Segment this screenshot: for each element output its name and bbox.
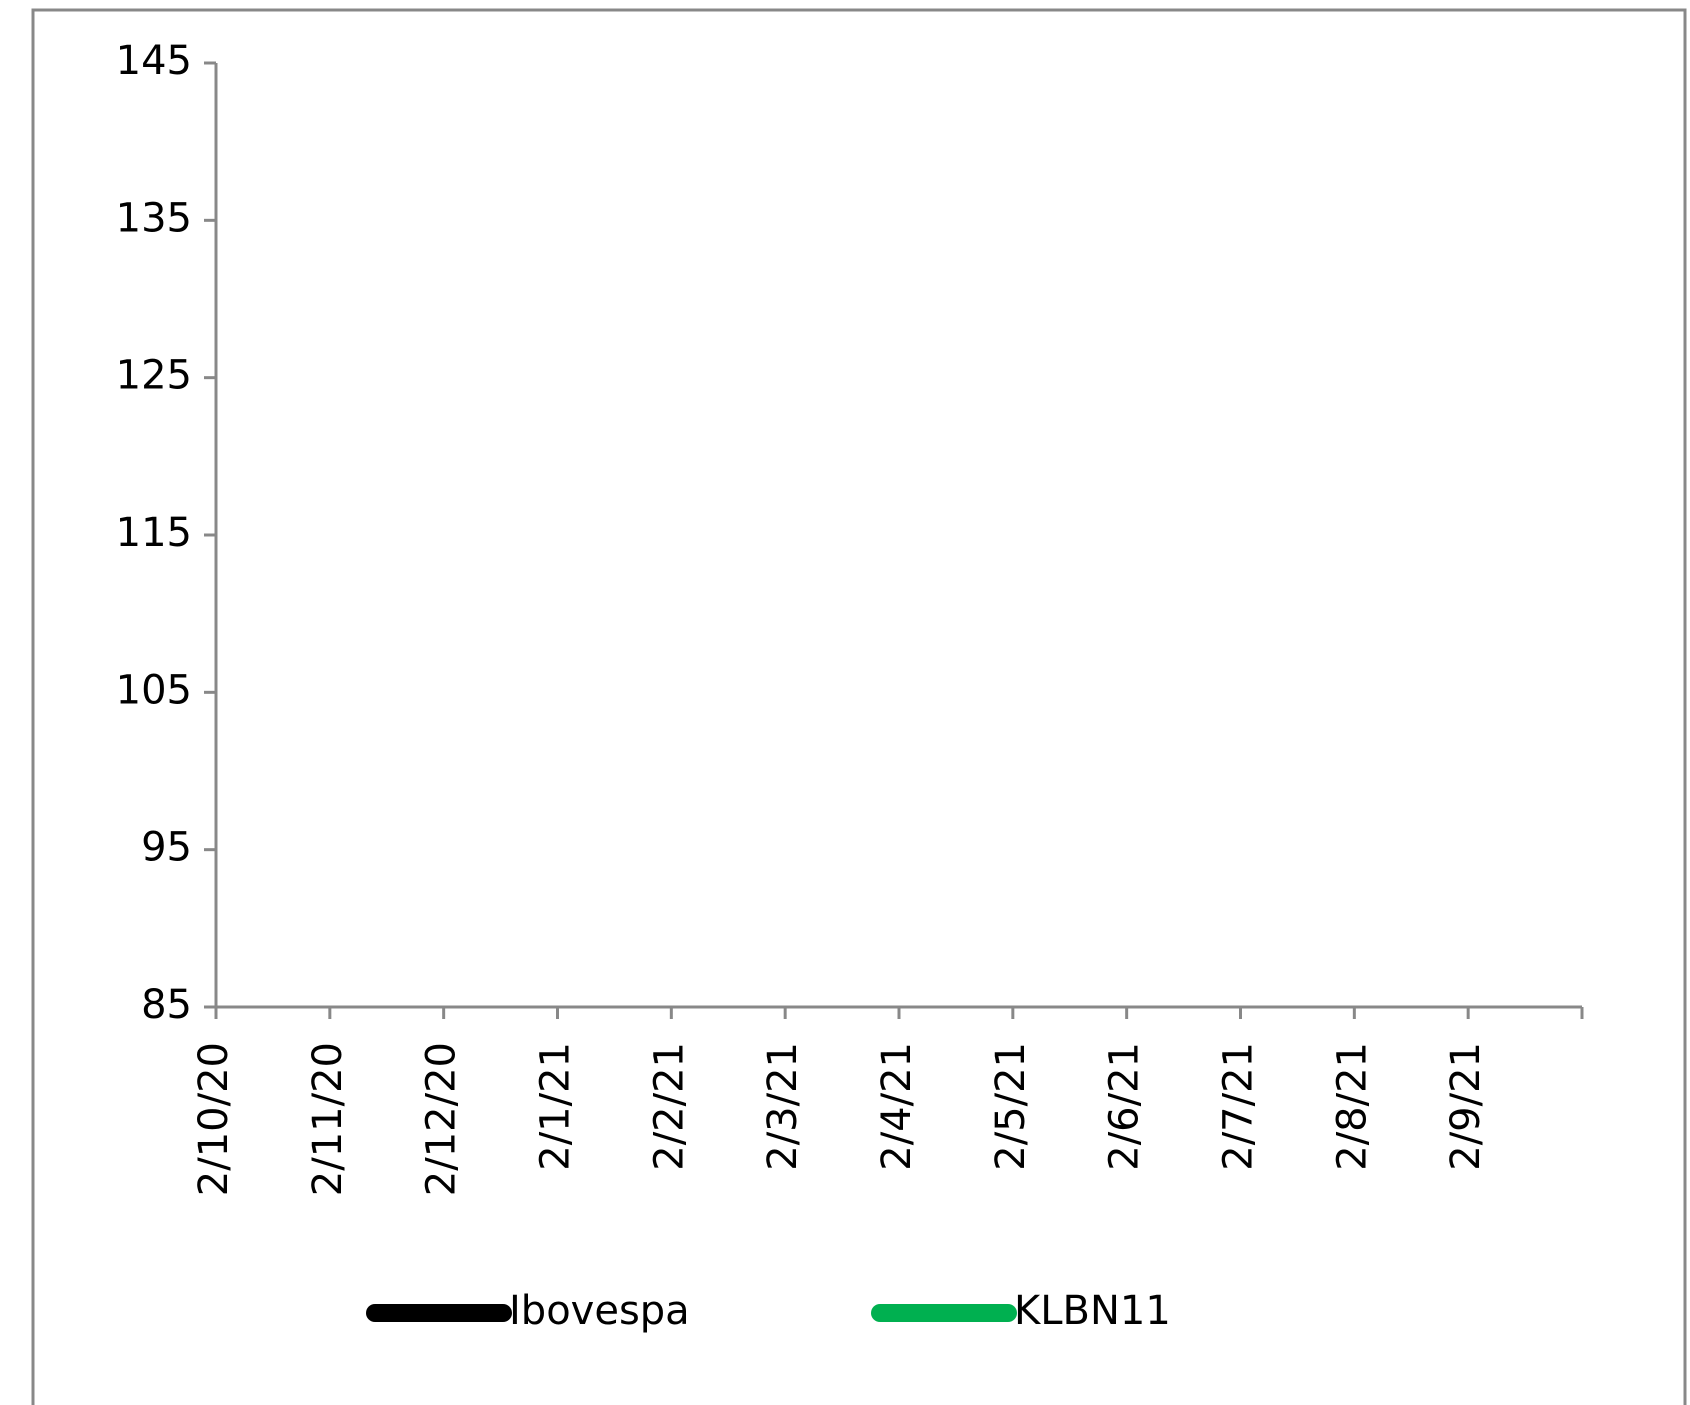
y-tick-label: 145 (116, 38, 192, 84)
y-tick-label: 105 (116, 667, 192, 713)
y-tick-label: 115 (116, 510, 192, 556)
legend-label: KLBN11 (1014, 1288, 1171, 1334)
y-tick-label: 95 (141, 825, 192, 871)
x-tick-label: 2/9/21 (1443, 1042, 1489, 1171)
x-tick-label: 2/2/21 (646, 1042, 692, 1171)
y-tick-label: 85 (141, 982, 192, 1028)
x-tick-label: 2/4/21 (874, 1042, 920, 1171)
x-tick-label: 2/1/21 (533, 1042, 579, 1171)
legend-label: Ibovespa (509, 1288, 690, 1334)
x-tick-label: 2/12/20 (419, 1042, 465, 1196)
x-tick-label: 2/8/21 (1329, 1042, 1375, 1171)
x-tick-label: 2/6/21 (1102, 1042, 1148, 1171)
x-tick-label: 2/10/20 (191, 1042, 237, 1196)
y-tick-label: 125 (116, 353, 192, 399)
x-tick-label: 2/7/21 (1216, 1042, 1262, 1171)
x-tick-label: 2/5/21 (988, 1042, 1034, 1171)
x-tick-label: 2/11/20 (305, 1042, 351, 1196)
chart-frame (31, 8, 1687, 1405)
y-tick-label: 135 (116, 195, 192, 241)
x-tick-label: 2/3/21 (760, 1042, 806, 1171)
